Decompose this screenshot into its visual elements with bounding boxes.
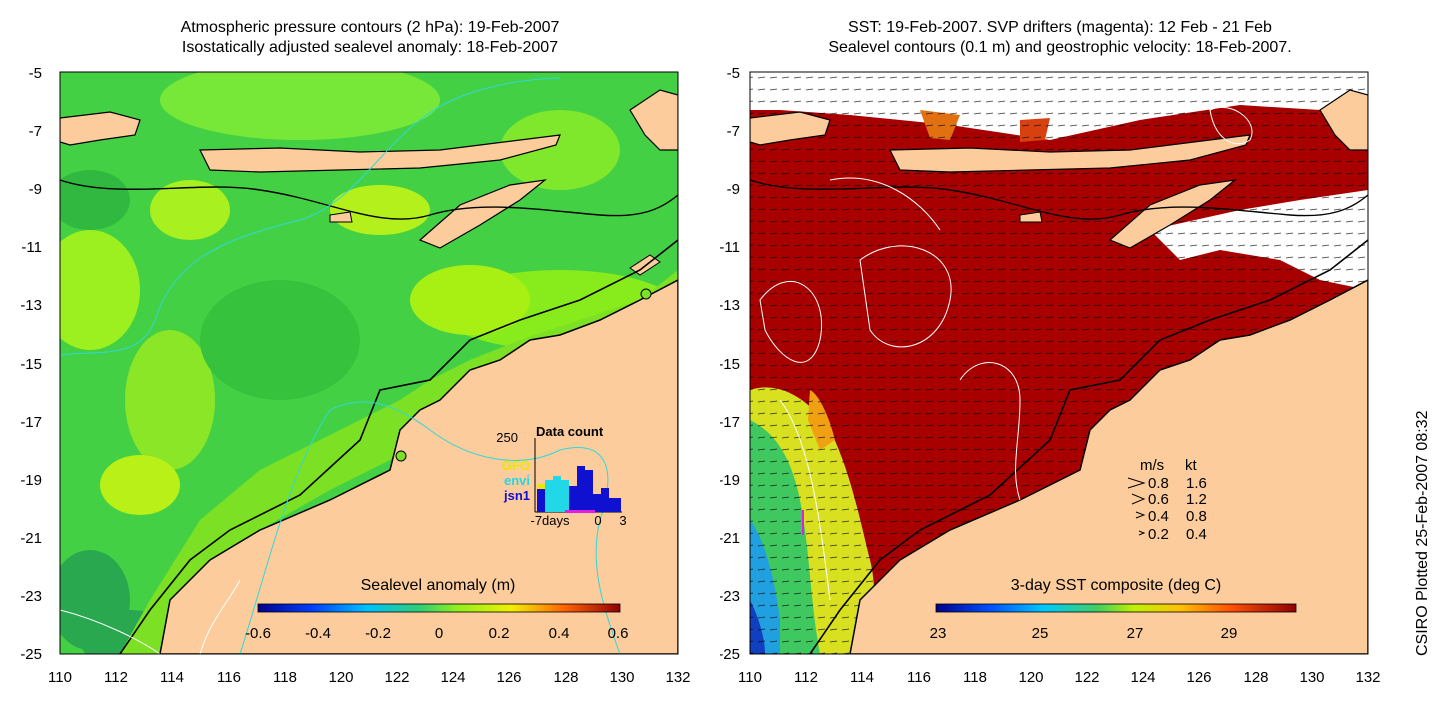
- right-title-line2: Sealevel contours (0.1 m) and geostrophi…: [828, 39, 1292, 56]
- inset-label-jsn1: jsn1: [503, 488, 530, 503]
- right-colorbar-tick: 25: [1032, 625, 1049, 642]
- right-x-tick: 114: [850, 669, 874, 686]
- left-colorbar-tick: 0.2: [489, 625, 510, 642]
- right-y-tick: -7: [727, 123, 740, 140]
- right-colorbar: [935, 603, 1297, 613]
- left-y-tick: -15: [20, 356, 42, 373]
- right-x-tick: 118: [963, 669, 987, 686]
- legend-kt: 0.4: [1186, 526, 1207, 543]
- inset-label-envi: envi: [504, 473, 530, 488]
- right-y-axis: -5 -7 -9 -11 -13 -15 -17 -19 -21 -23 -25: [720, 65, 740, 663]
- left-x-tick: 112: [104, 669, 128, 686]
- left-colorbar-tick: -0.2: [365, 625, 391, 642]
- left-x-tick: 124: [440, 669, 465, 686]
- right-x-tick: 132: [1355, 669, 1380, 686]
- right-x-axis: 110 112 114 116 118 120 122 124 126 128 …: [738, 669, 1380, 686]
- left-y-tick: -7: [29, 123, 42, 140]
- left-y-tick: -25: [20, 646, 42, 663]
- right-colorbar-tick: 27: [1127, 625, 1144, 642]
- plot-timestamp: CSIRO Plotted 25-Feb-2007 08:32: [1414, 410, 1431, 656]
- legend-ms: 0.6: [1148, 491, 1169, 508]
- left-y-tick: -9: [29, 181, 42, 198]
- inset-label-gfo: GFO: [502, 458, 530, 473]
- right-x-tick: 122: [1074, 669, 1099, 686]
- left-y-tick: -17: [20, 414, 42, 431]
- legend-kt: 0.8: [1186, 508, 1207, 525]
- left-x-tick: 128: [553, 669, 578, 686]
- right-y-tick: -19: [720, 472, 740, 489]
- legend-ms: 0.2: [1148, 526, 1169, 543]
- left-y-tick: -11: [21, 239, 42, 256]
- left-x-tick: 116: [217, 669, 241, 686]
- legend-header-kt: kt: [1185, 457, 1198, 474]
- legend-ms: 0.8: [1148, 475, 1169, 492]
- left-x-tick: 130: [609, 669, 634, 686]
- left-y-tick: -13: [20, 297, 42, 314]
- left-y-axis: -5 -7 -9 -11 -13 -15 -17 -19 -21 -23 -25: [20, 65, 42, 663]
- data-count-inset: 250 Data count GFO envi jsn1 -7days 0 3: [496, 424, 626, 528]
- left-colorbar: [257, 603, 621, 613]
- left-x-tick: 120: [328, 669, 353, 686]
- right-x-tick: 120: [1018, 669, 1043, 686]
- right-x-tick: 130: [1299, 669, 1324, 686]
- right-x-tick: 112: [794, 669, 818, 686]
- inset-title: Data count: [536, 424, 604, 439]
- left-x-tick: 114: [160, 669, 184, 686]
- sst-map: -5 -7 -9 -11 -13 -15 -17 -19 -21 -23 -25…: [720, 65, 1381, 686]
- left-colorbar-ticks: -0.6 -0.4 -0.2 0 0.2 0.4 0.6: [245, 625, 628, 642]
- right-x-tick: 124: [1130, 669, 1155, 686]
- inset-x-label: -7days: [530, 513, 570, 528]
- legend-kt: 1.6: [1186, 475, 1207, 492]
- inset-x-label: 0: [594, 513, 601, 528]
- right-x-tick: 110: [738, 669, 762, 686]
- left-x-axis: 110 112 114 116 118 120 122 124 126 128 …: [48, 669, 690, 686]
- left-map-field: [60, 72, 678, 654]
- legend-ms: 0.4: [1148, 508, 1169, 525]
- left-colorbar-tick: -0.6: [245, 625, 271, 642]
- right-y-tick: -13: [720, 297, 740, 314]
- right-y-tick: -9: [727, 181, 740, 198]
- left-x-tick: 122: [384, 669, 409, 686]
- right-x-tick: 116: [907, 669, 931, 686]
- inset-top-value: 250: [496, 430, 518, 445]
- left-title-line2: Isostatically adjusted sealevel anomaly:…: [181, 39, 559, 56]
- left-colorbar-title: Sealevel anomaly (m): [361, 577, 516, 594]
- left-x-tick: 118: [273, 669, 297, 686]
- right-y-tick: -5: [727, 65, 740, 82]
- right-x-tick: 126: [1186, 669, 1211, 686]
- right-map-field: [750, 72, 1368, 654]
- left-x-tick: 110: [48, 669, 72, 686]
- inset-x-label: 3: [619, 513, 626, 528]
- right-y-tick: -11: [720, 239, 740, 256]
- inset-bars: [537, 466, 621, 513]
- left-y-tick: -21: [20, 530, 42, 547]
- right-y-tick: -15: [720, 356, 740, 373]
- right-x-tick: 128: [1243, 669, 1268, 686]
- right-y-tick: -17: [720, 414, 740, 431]
- right-colorbar-ticks: 23 25 27 29: [930, 625, 1238, 642]
- left-colorbar-tick: 0: [435, 625, 443, 642]
- left-y-tick: -23: [20, 588, 42, 605]
- left-x-tick: 132: [665, 669, 690, 686]
- right-colorbar-title: 3-day SST composite (deg C): [1011, 577, 1221, 594]
- legend-kt: 1.2: [1186, 491, 1207, 508]
- right-y-tick: -23: [720, 588, 740, 605]
- left-colorbar-tick: 0.6: [608, 625, 629, 642]
- right-colorbar-tick: 29: [1221, 625, 1238, 642]
- left-colorbar-tick: 0.4: [549, 625, 570, 642]
- left-panel-title: Atmospheric pressure contours (2 hPa): 1…: [60, 18, 680, 58]
- sealevel-anomaly-map: -5 -7 -9 -11 -13 -15 -17 -19 -21 -23 -25…: [20, 65, 690, 686]
- legend-header-ms: m/s: [1140, 457, 1164, 474]
- left-y-tick: -5: [29, 65, 42, 82]
- left-x-tick: 126: [496, 669, 521, 686]
- right-y-tick: -21: [720, 530, 740, 547]
- velocity-legend: m/s kt 0.8 1.6 0.6 1.2 0.4 0.8 0.2 0.4: [1127, 457, 1207, 543]
- right-title-line1: SST: 19-Feb-2007. SVP drifters (magenta)…: [848, 19, 1272, 36]
- right-colorbar-tick: 23: [930, 625, 947, 642]
- left-y-tick: -19: [20, 472, 42, 489]
- left-colorbar-tick: -0.4: [305, 625, 331, 642]
- left-title-line1: Atmospheric pressure contours (2 hPa): 1…: [180, 19, 560, 36]
- right-y-tick: -25: [720, 646, 740, 663]
- right-panel-title: SST: 19-Feb-2007. SVP drifters (magenta)…: [750, 18, 1370, 58]
